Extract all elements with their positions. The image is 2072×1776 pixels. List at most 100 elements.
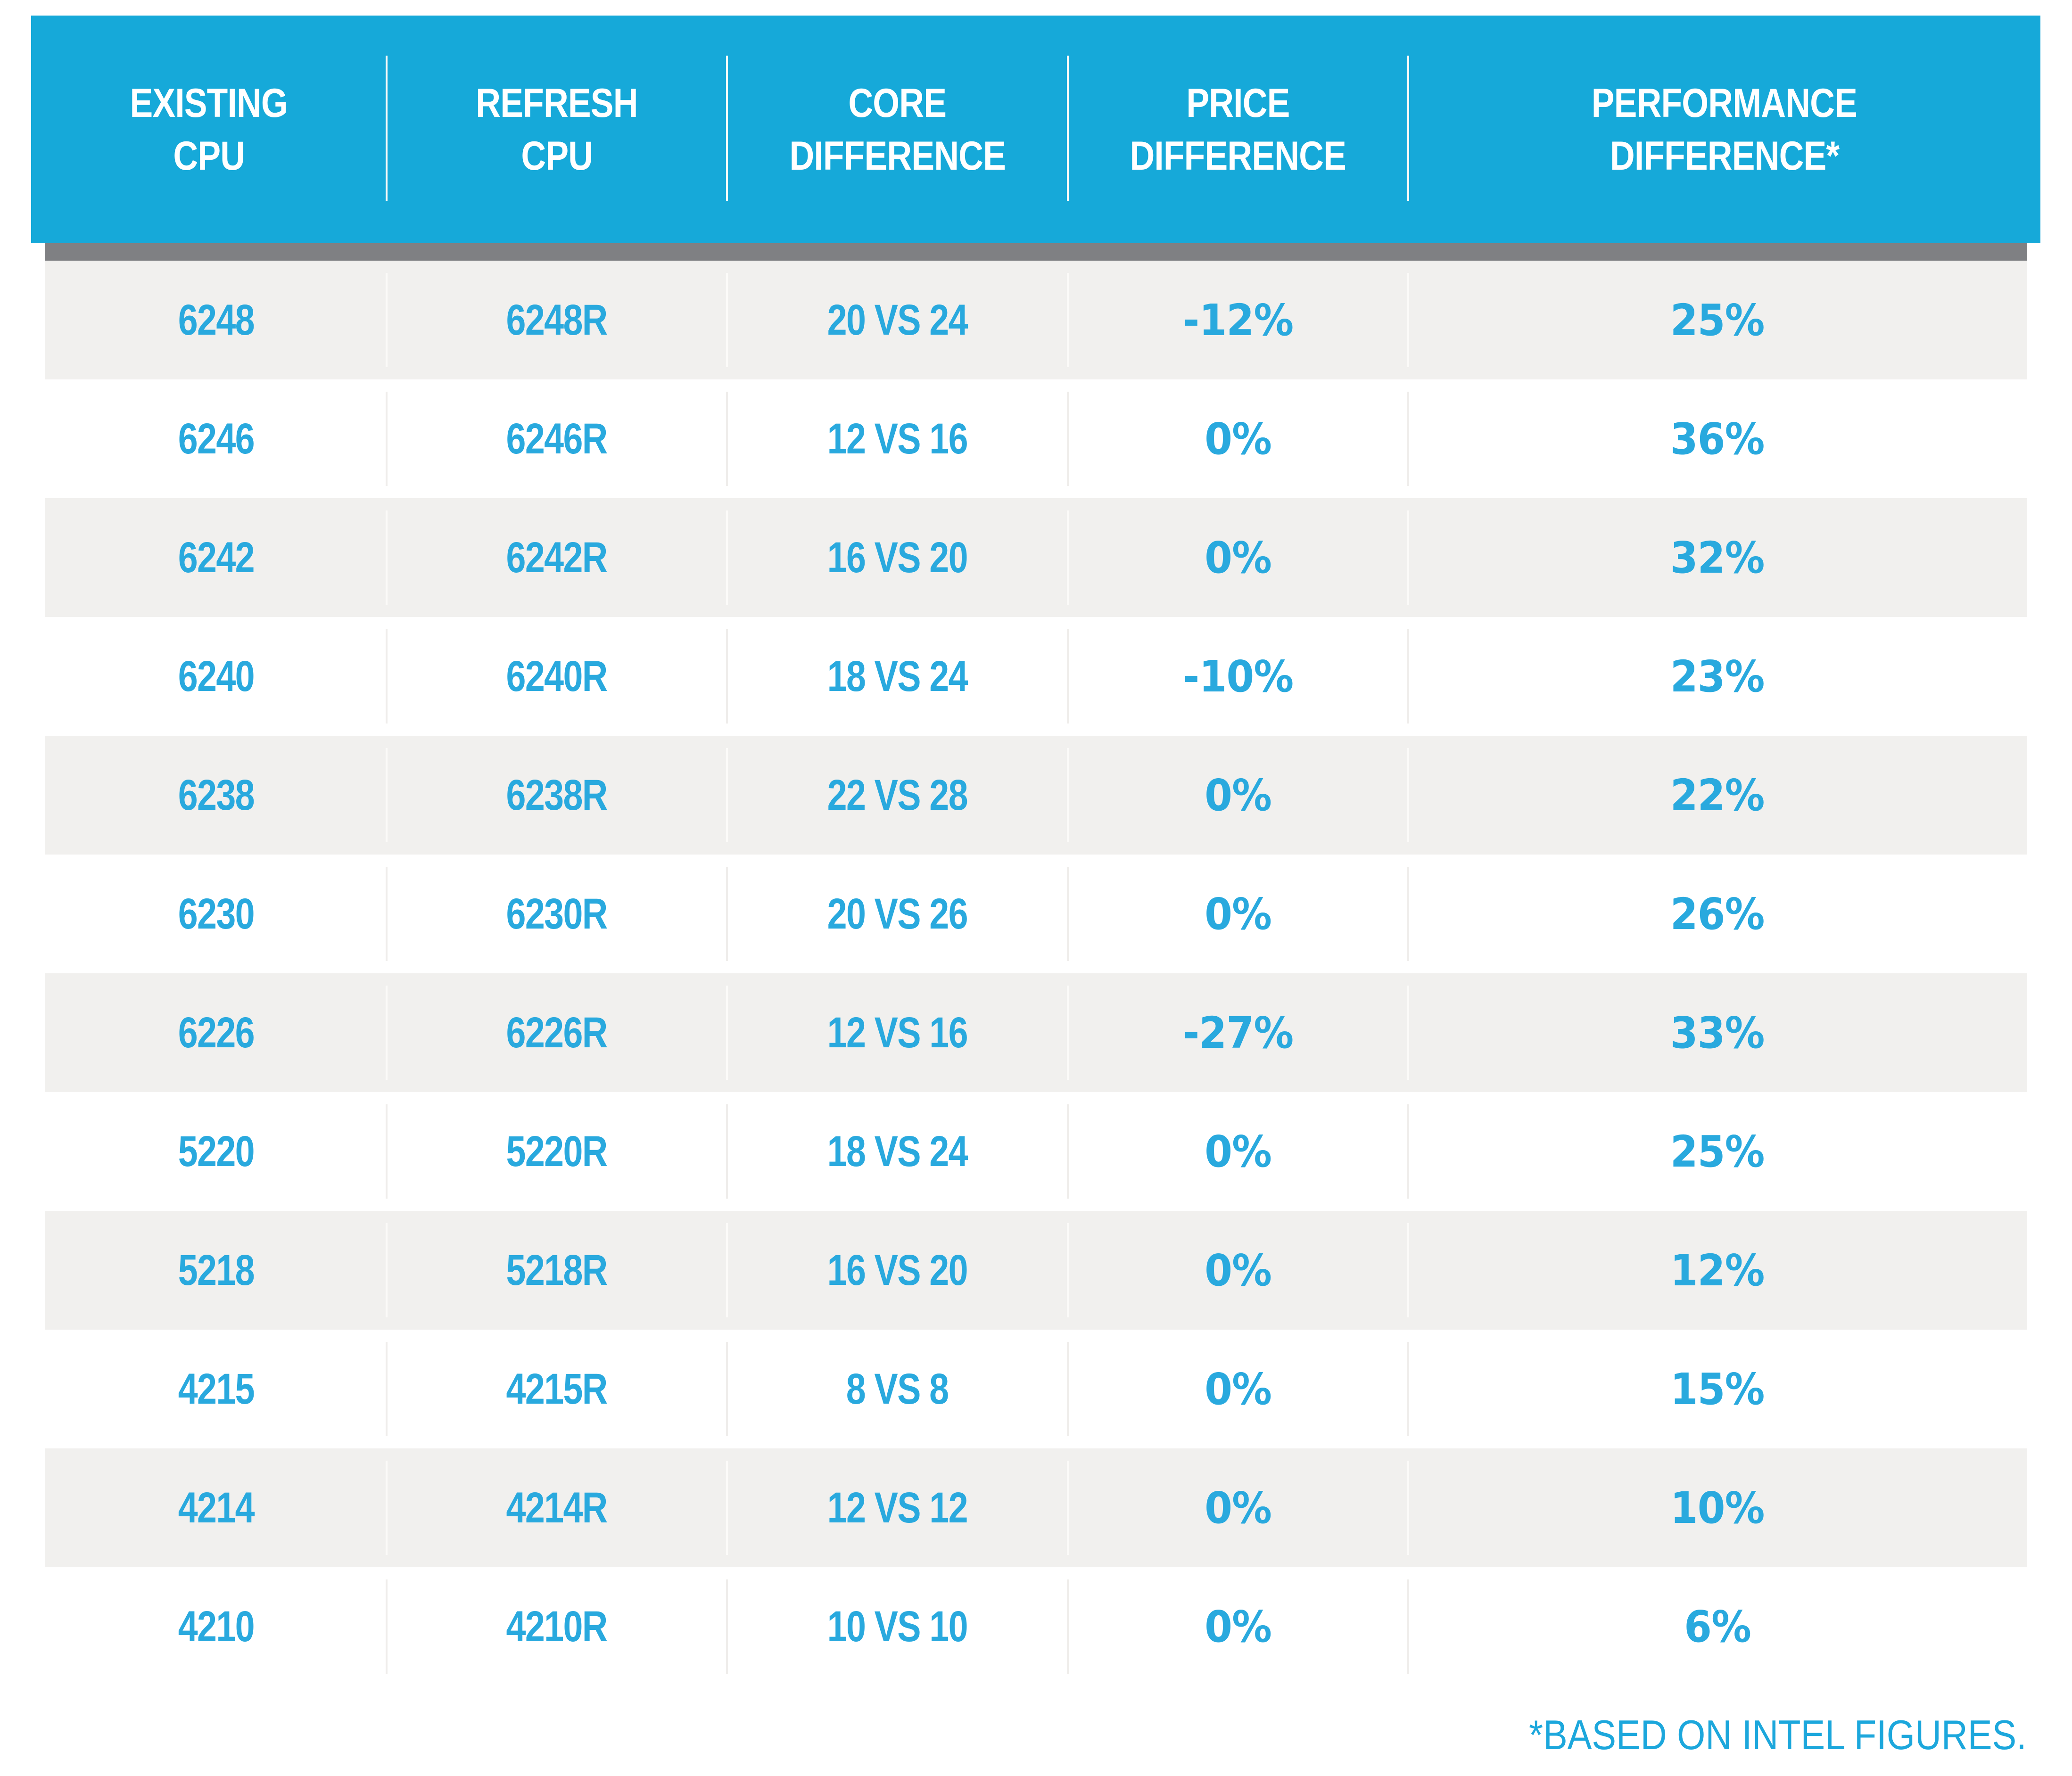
cell-cores: 22 VS 28: [727, 736, 1069, 855]
cell-value: 6248R: [506, 296, 608, 344]
header-shadow-bar: [45, 243, 2027, 261]
column-divider: [1407, 392, 1409, 486]
column-divider: [726, 1461, 728, 1555]
column-divider: [1067, 392, 1069, 486]
footnote: *BASED ON INTEL FIGURES.: [1529, 1711, 2027, 1758]
cell-refresh: 6240R: [387, 617, 728, 736]
table-row: 4215 4215R 8 VS 8 0% 15%: [45, 1330, 2027, 1448]
cell-cores: 16 VS 20: [727, 1211, 1069, 1330]
column-divider: [1067, 273, 1069, 367]
cell-value: -10%: [1182, 651, 1294, 702]
header-column-divider: [726, 56, 728, 201]
cell-price: 0%: [1068, 498, 1409, 617]
cell-value: -27%: [1182, 1007, 1294, 1058]
cell-cores: 16 VS 20: [727, 498, 1069, 617]
column-divider: [386, 1342, 388, 1436]
column-divider: [1407, 273, 1409, 367]
table-header: EXISTING CPU REFRESH CPU CORE DIFFERENCE PRICE…: [31, 16, 2040, 243]
column-divider: [726, 273, 728, 367]
cell-existing: 6240: [45, 617, 388, 736]
cell-value: 16 VS 20: [827, 533, 968, 582]
column-divider: [386, 1579, 388, 1674]
cell-value: 12 VS 16: [827, 1008, 968, 1057]
header-column-divider: [1407, 56, 1409, 201]
cell-value: 6226: [178, 1008, 255, 1057]
column-divider: [726, 748, 728, 842]
column-divider: [726, 1104, 728, 1199]
cell-value: 0%: [1205, 1126, 1272, 1177]
cell-perf: 23%: [1408, 617, 2027, 736]
table-row: 6242 6242R 16 VS 20 0% 32%: [45, 498, 2027, 617]
table-row: 6246 6246R 12 VS 16 0% 36%: [45, 379, 2027, 498]
cell-value: 22 VS 28: [827, 771, 968, 819]
cell-cores: 20 VS 24: [727, 261, 1069, 379]
header-label-line: DIFFERENCE*: [1610, 133, 1839, 179]
cell-value: 5220R: [506, 1127, 608, 1176]
cell-value: 0%: [1205, 1601, 1272, 1652]
cell-price: 0%: [1068, 1448, 1409, 1567]
cell-perf: 33%: [1408, 973, 2027, 1092]
cell-value: 6238R: [506, 771, 608, 819]
cell-existing: 5218: [45, 1211, 388, 1330]
cell-value: 5218R: [506, 1246, 608, 1294]
cell-existing: 6248: [45, 261, 388, 379]
cell-value: 25%: [1670, 295, 1765, 345]
header-cell-cores: CORE DIFFERENCE: [727, 16, 1069, 243]
header-label-line: REFRESH: [476, 80, 638, 126]
header-label-line: DIFFERENCE: [789, 133, 1006, 179]
column-divider: [1407, 986, 1409, 1080]
column-divider: [1407, 1461, 1409, 1555]
header-cell-perf: PERFORMANCE DIFFERENCE*: [1408, 16, 2040, 243]
cell-value: 4214: [178, 1483, 255, 1532]
column-divider: [726, 1223, 728, 1317]
column-divider: [386, 867, 388, 961]
column-divider: [726, 1579, 728, 1674]
cell-refresh: 6248R: [387, 261, 728, 379]
column-divider: [1407, 1342, 1409, 1436]
cell-value: 33%: [1670, 1007, 1765, 1058]
cell-cores: 12 VS 16: [727, 973, 1069, 1092]
column-divider: [386, 1104, 388, 1199]
column-divider: [726, 986, 728, 1080]
cell-existing: 5220: [45, 1092, 388, 1211]
cell-existing: 6238: [45, 736, 388, 855]
column-divider: [1067, 748, 1069, 842]
column-divider: [386, 392, 388, 486]
column-divider: [726, 392, 728, 486]
cell-value: 6%: [1684, 1601, 1751, 1652]
cell-cores: 12 VS 16: [727, 379, 1069, 498]
column-divider: [386, 1461, 388, 1555]
cell-value: 0%: [1205, 532, 1272, 583]
cell-value: 25%: [1670, 1126, 1765, 1177]
cell-existing: 6226: [45, 973, 388, 1092]
cell-value: 0%: [1205, 413, 1272, 464]
cell-value: 20 VS 26: [827, 889, 968, 938]
cell-perf: 10%: [1408, 1448, 2027, 1567]
header-cell-price: PRICE DIFFERENCE: [1068, 16, 1409, 243]
cell-price: 0%: [1068, 855, 1409, 973]
cell-value: -12%: [1182, 295, 1294, 345]
cell-existing: 6230: [45, 855, 388, 973]
column-divider: [386, 1223, 388, 1317]
cell-value: 32%: [1670, 532, 1765, 583]
table-row: 5220 5220R 18 VS 24 0% 25%: [45, 1092, 2027, 1211]
cell-refresh: 6230R: [387, 855, 728, 973]
column-divider: [386, 273, 388, 367]
table-row: 5218 5218R 16 VS 20 0% 12%: [45, 1211, 2027, 1330]
header-label-line: PERFORMANCE: [1591, 80, 1857, 126]
cell-refresh: 6226R: [387, 973, 728, 1092]
cell-value: 12 VS 16: [827, 414, 968, 463]
cell-refresh: 6246R: [387, 379, 728, 498]
cell-existing: 4214: [45, 1448, 388, 1567]
cell-value: 15%: [1670, 1364, 1765, 1414]
header-label-line: PRICE: [1186, 80, 1290, 126]
cell-value: 6242R: [506, 533, 608, 582]
cell-value: 36%: [1670, 413, 1765, 464]
cell-perf: 36%: [1408, 379, 2027, 498]
cell-cores: 10 VS 10: [727, 1567, 1069, 1686]
table-row: 6248 6248R 20 VS 24 -12% 25%: [45, 261, 2027, 379]
header-label-line: CPU: [521, 133, 593, 179]
cell-price: 0%: [1068, 1567, 1409, 1686]
table-body: 6248 6248R 20 VS 24 -12% 25% 6246 6246R 12 VS 1…: [45, 261, 2027, 1686]
